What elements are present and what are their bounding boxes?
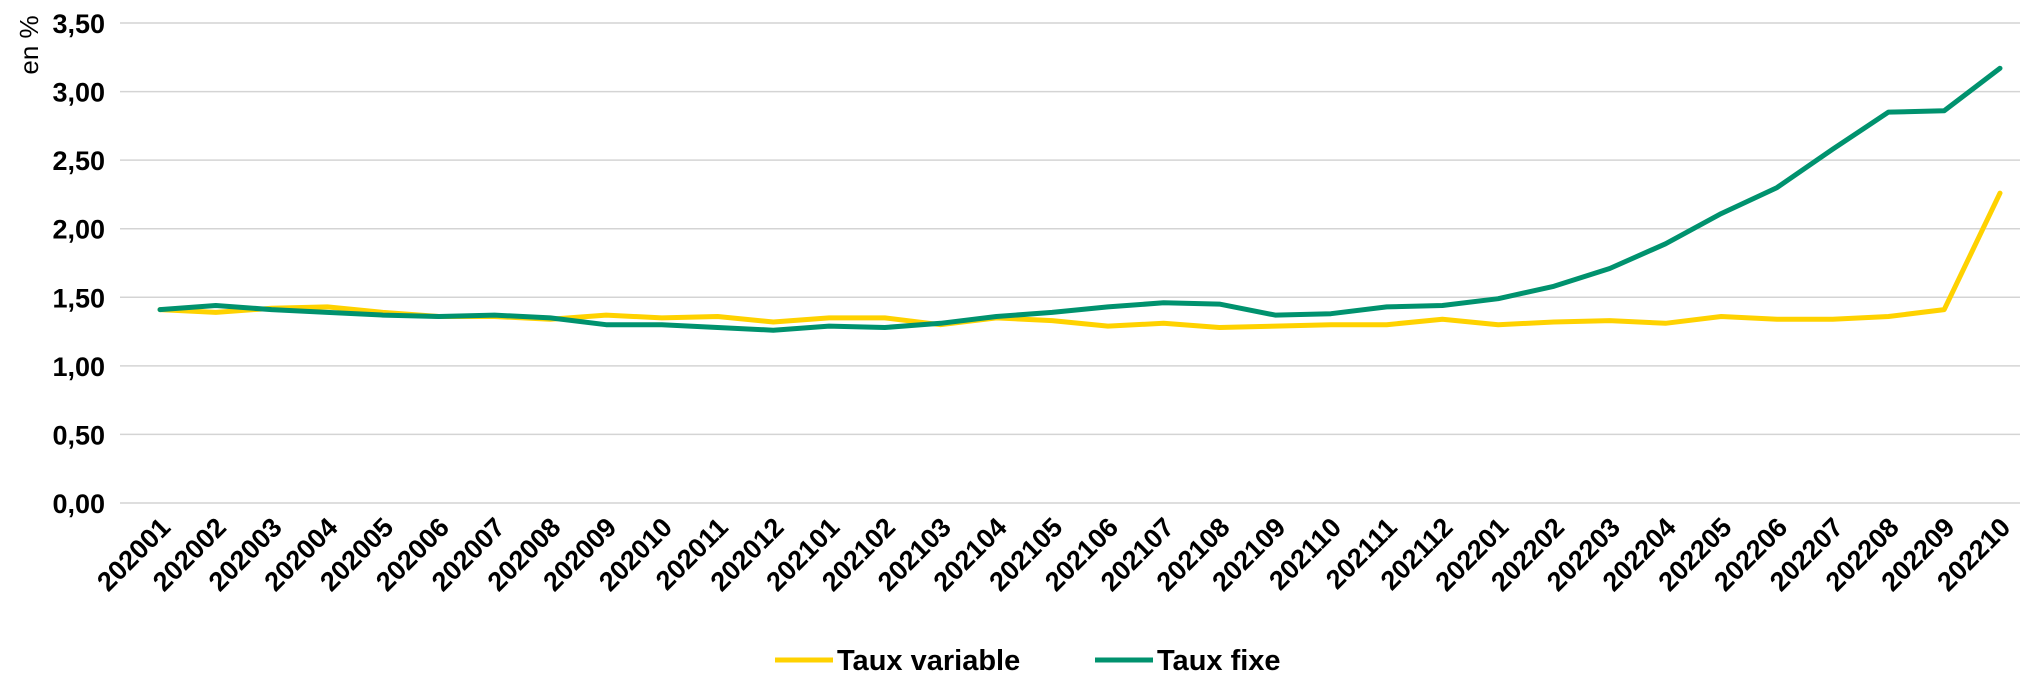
y-axis: 0,00 0,50 1,00 1,50 2,00 2,50 3,00 3,50 bbox=[52, 9, 105, 519]
series-lines bbox=[157, 65, 2003, 333]
legend: Taux variable Taux fixe bbox=[775, 645, 1281, 675]
y-tick-label: 1,50 bbox=[52, 283, 105, 313]
y-tick-label: 0,00 bbox=[52, 489, 105, 519]
y-tick-label: 3,50 bbox=[52, 9, 105, 39]
y-axis-title: en % bbox=[14, 15, 44, 74]
y-tick-label: 1,00 bbox=[52, 352, 105, 382]
legend-label: Taux variable bbox=[837, 645, 1020, 675]
gridlines bbox=[120, 22, 2020, 504]
y-tick-label: 3,00 bbox=[52, 78, 105, 108]
legend-label: Taux fixe bbox=[1157, 645, 1281, 675]
y-tick-label: 2,50 bbox=[52, 146, 105, 176]
x-axis: 2020012020022020032020042020052020062020… bbox=[91, 512, 2016, 597]
y-tick-label: 2,00 bbox=[52, 215, 105, 245]
series-line bbox=[157, 65, 2003, 333]
y-tick-label: 0,50 bbox=[52, 420, 105, 450]
